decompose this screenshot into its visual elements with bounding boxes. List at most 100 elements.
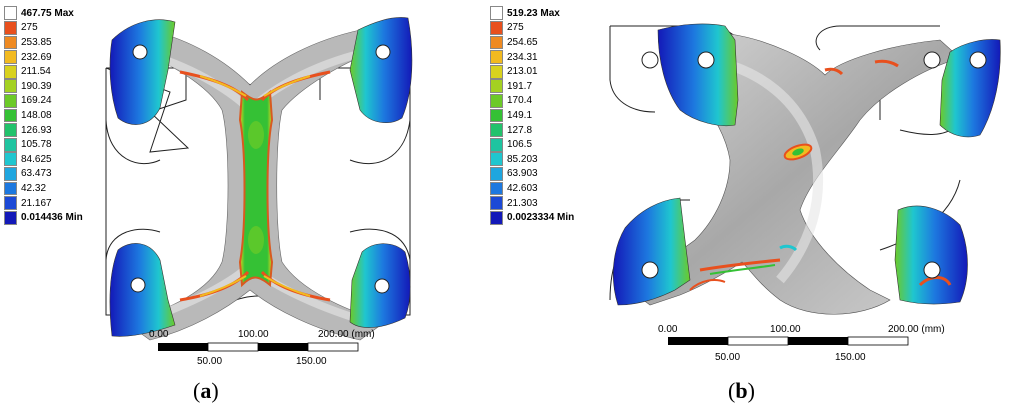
legend-label: 105.78 — [21, 139, 52, 151]
legend-label: 0.0023334 Min — [507, 212, 575, 224]
legend-label: 253.85 — [21, 36, 52, 48]
legend-entry: 149.1 — [490, 108, 532, 123]
legend-swatch — [4, 137, 17, 152]
scale-label-200: 200.00 (mm) — [318, 329, 375, 340]
scale-label-50: 50.00 — [715, 352, 740, 363]
legend-swatch — [4, 93, 17, 108]
legend-entry: 63.473 — [4, 166, 52, 182]
legend-label: 275 — [507, 22, 524, 34]
legend-entry: 211.54 — [4, 64, 51, 79]
legend-swatch — [4, 35, 17, 50]
legend-entry: 232.69 — [4, 50, 52, 65]
legend-entry: 0.0023334 Min — [490, 210, 574, 225]
legend-label: 0.014436 Min — [21, 212, 83, 224]
scale-label-50: 50.00 — [197, 356, 222, 367]
scale-label-0: 0.00 — [658, 324, 678, 335]
legend-swatch — [4, 64, 17, 79]
legend-label: 42.603 — [507, 182, 538, 194]
legend-label: 63.473 — [21, 168, 52, 180]
legend-swatch — [490, 210, 503, 225]
legend-entry: 85.203 — [490, 152, 538, 167]
caption-a: (a) — [193, 378, 219, 403]
legend-entry: 105.78 — [4, 137, 52, 152]
legend-swatch — [490, 196, 503, 210]
legend-label: 170.4 — [507, 95, 533, 107]
legend-swatch — [4, 20, 17, 35]
legend-entry: 275 — [490, 20, 524, 36]
legend-label: 232.69 — [21, 51, 52, 63]
central-contour — [238, 89, 274, 288]
legend-label: 85.203 — [507, 153, 538, 165]
legend-swatch — [490, 6, 503, 21]
legend-label: 21.303 — [507, 197, 538, 209]
legend-entry: 170.4 — [490, 93, 533, 109]
scale-label-200: 200.00 (mm) — [888, 324, 945, 335]
scale-label-150: 150.00 — [296, 356, 327, 367]
legend-entry: 21.303 — [490, 196, 538, 211]
legend-entry: 253.85 — [4, 35, 52, 50]
legend-swatch — [4, 196, 17, 210]
scale-label-100: 100.00 — [238, 329, 269, 340]
legend-swatch — [4, 181, 17, 196]
legend-entry: 126.93 — [4, 123, 52, 138]
legend-entry: 254.65 — [490, 35, 538, 50]
legend-label: 275 — [21, 22, 38, 34]
corner-lobes — [612, 23, 1001, 306]
legend-swatch — [490, 50, 503, 64]
legend-label: 519.23 Max — [507, 7, 560, 19]
legend-entry: 106.5 — [490, 137, 532, 152]
legend-swatch — [490, 64, 503, 79]
legend-label: 467.75 Max — [21, 7, 74, 19]
legend-label: 21.167 — [21, 197, 52, 209]
legend-entry: 63.903 — [490, 166, 538, 182]
legend-swatch — [4, 210, 17, 225]
scale-label-150: 150.00 — [835, 352, 866, 363]
legend-swatch — [4, 50, 17, 64]
legend-entry: 519.23 Max — [490, 6, 560, 21]
legend-entry: 169.24 — [4, 93, 52, 109]
legend-swatch — [490, 108, 503, 123]
legend-entry: 42.32 — [4, 181, 46, 196]
scale-label-0: 0.00 — [149, 329, 169, 340]
legend-label: 126.93 — [21, 124, 52, 136]
legend-entry: 127.8 — [490, 123, 532, 138]
legend-label: 191.7 — [507, 80, 533, 92]
legend-label: 254.65 — [507, 36, 538, 48]
legend-swatch — [490, 166, 503, 181]
legend-entry: 0.014436 Min — [4, 210, 83, 225]
legend-label: 42.32 — [21, 182, 47, 194]
stress-contour-plot: 0.00 100.00 200.00 (mm) 50.00 150.00 — [609, 23, 1001, 363]
legend-swatch — [490, 137, 503, 152]
bolt-holes — [130, 44, 391, 294]
bolt-holes — [641, 51, 987, 279]
legend-label: 211.54 — [21, 66, 51, 78]
legend-entry: 191.7 — [490, 79, 532, 94]
legend-swatch — [4, 6, 17, 21]
legend-swatch — [4, 166, 17, 181]
legend-label: 148.08 — [21, 109, 52, 121]
legend-swatch — [490, 181, 503, 196]
legend-entry: 42.603 — [490, 181, 538, 196]
legend-label: 169.24 — [21, 95, 52, 107]
legend-entry: 190.39 — [4, 79, 52, 94]
legend-label: 190.39 — [21, 80, 52, 92]
legend-swatch — [490, 79, 503, 94]
legend-swatch — [4, 108, 17, 123]
panel-a: 467.75 Max 275 253.85 232.69 211.54 190.39 169… — [0, 0, 500, 413]
legend-label: 63.903 — [507, 168, 538, 180]
scale-bar: 0.00 100.00 200.00 (mm) 50.00 150.00 — [149, 329, 375, 367]
stress-hotspots — [699, 59, 899, 275]
legend-label: 213.01 — [507, 66, 538, 78]
stress-hotspots — [179, 70, 331, 302]
panel-b: 519.23 Max 275 254.65 234.31 213.01 191.7 170.… — [480, 0, 1024, 413]
legend-swatch — [4, 79, 17, 94]
legend-label: 127.8 — [507, 124, 533, 136]
scale-label-100: 100.00 — [770, 324, 801, 335]
legend-swatch — [4, 123, 17, 137]
legend-label: 106.5 — [507, 139, 533, 151]
legend-label: 149.1 — [507, 109, 533, 121]
legend-label: 234.31 — [507, 51, 538, 63]
legend-entry: 148.08 — [4, 108, 52, 123]
legend-entry: 467.75 Max — [4, 6, 74, 21]
stress-contour-plot: 0.00 100.00 200.00 (mm) 50.00 150.00 — [105, 17, 413, 367]
